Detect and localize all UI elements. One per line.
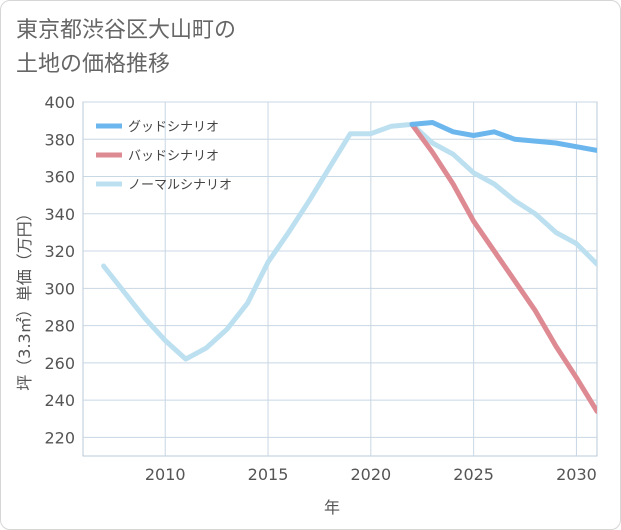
y-tick-label: 380 — [44, 130, 75, 149]
series-lines — [101, 120, 597, 414]
y-tick-label: 240 — [44, 391, 75, 410]
x-tick-label: 2025 — [453, 465, 494, 484]
y-tick-label: 300 — [44, 279, 75, 298]
legend-label: バッドシナリオ — [128, 149, 219, 164]
y-tick-label: 220 — [44, 428, 75, 447]
tick-labels: 2010 2015 2020 2025 2030 220 240 260 280 300 320 34… — [44, 93, 596, 484]
legend-label: グッドシナリオ — [128, 120, 219, 135]
y-tick-label: 340 — [44, 205, 75, 224]
legend-label: ノーマルシナリオ — [128, 178, 232, 193]
y-tick-label: 320 — [44, 242, 75, 261]
series-line-0 — [409, 120, 597, 153]
y-tick-label: 400 — [44, 93, 75, 112]
x-tick-label: 2015 — [248, 465, 289, 484]
series-line-1 — [409, 121, 597, 414]
x-axis-title: 年 — [324, 498, 340, 517]
y-axis-title: 坪（3.3㎡）単価（万円） — [15, 205, 34, 390]
y-tick-label: 360 — [44, 168, 75, 187]
chart-title: 東京都渋谷区大山町の 土地の価格推移 — [16, 18, 237, 77]
grid-lines — [83, 101, 597, 456]
y-tick-label: 260 — [44, 354, 75, 373]
y-tick-label: 280 — [44, 317, 75, 336]
x-tick-label: 2020 — [350, 465, 391, 484]
x-tick-label: 2030 — [556, 465, 597, 484]
x-tick-label: 2010 — [145, 465, 186, 484]
series-line-2 — [101, 121, 597, 362]
